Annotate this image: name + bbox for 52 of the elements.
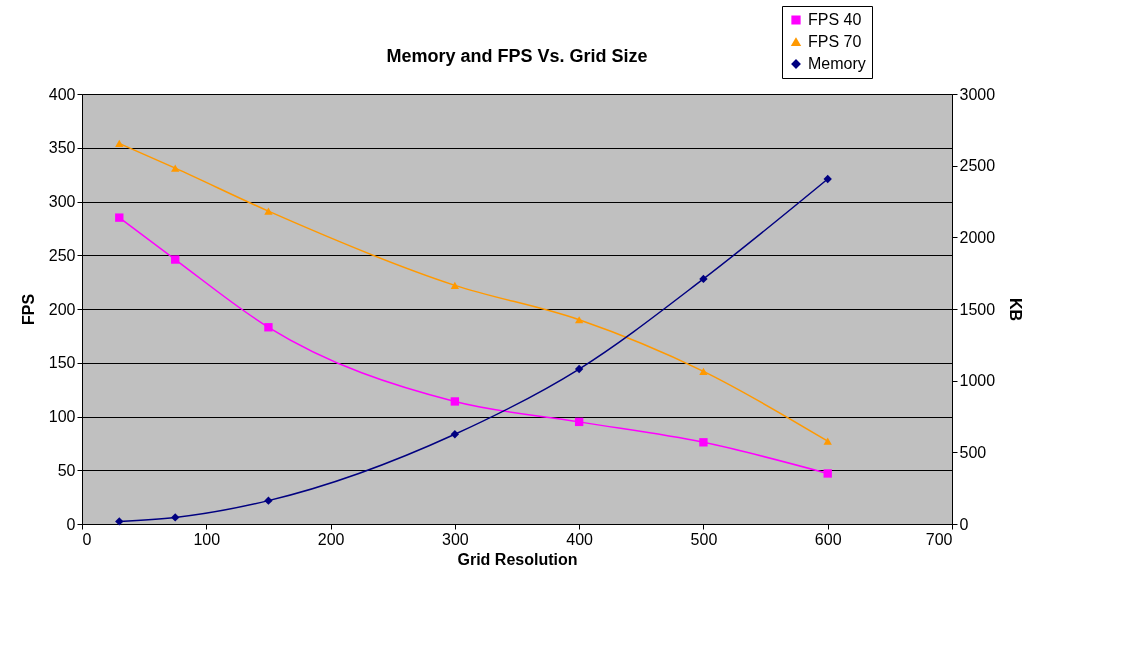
point [450,430,460,439]
point [264,323,273,332]
y2-tick-label: 2500 [959,157,996,175]
point [699,274,708,284]
x-axis-title: Grid Resolution [457,550,578,568]
legend-label: FPS 40 [808,11,862,28]
point [450,281,460,289]
y-tick-label: 150 [48,354,76,372]
point [699,367,708,375]
point [264,207,273,215]
y2-tick-label: 2000 [959,228,996,246]
point [574,316,584,324]
y2-tick-label: 1500 [959,300,996,318]
x-tick-label: 400 [566,530,594,548]
y-tick-label: 100 [48,408,76,425]
x-tick-label: 0 [82,530,92,548]
point [115,139,124,148]
y-tick-label: 200 [48,300,76,318]
chart-title: Memory and FPS Vs. Grid Size [386,45,648,66]
x-tick-label: 200 [317,530,345,548]
x-tick-label: 500 [690,530,718,548]
point [171,164,180,172]
legend-label: FPS 70 [808,33,862,50]
x-tick-label: 300 [442,530,469,548]
y-tick-label: 350 [48,139,76,157]
point [171,513,180,522]
y-tick-label: 400 [48,85,76,103]
point [264,496,273,505]
y2-axis-title: KB [1007,297,1025,322]
point [823,469,832,478]
y2-tick-label: 1000 [959,372,996,390]
point [823,437,832,445]
x-tick-label: 700 [925,530,953,548]
y-axis-title: FPS [19,293,37,326]
y-tick-label: 300 [48,193,76,210]
x-tick-label: 600 [814,530,842,548]
y-tick-label: 250 [48,246,76,264]
y2-tick-label: 500 [959,443,987,461]
x-tick-label: 100 [193,530,221,548]
legend-label: Memory [808,55,866,72]
y2-tick-label: 3000 [959,85,996,103]
y2-tick-label: 0 [959,515,969,533]
y-tick-label: 50 [57,461,76,479]
point [699,438,708,447]
point [823,174,832,184]
point [115,517,124,526]
point [574,364,584,374]
point [450,397,460,406]
point [115,213,124,222]
point [171,255,180,264]
point [574,417,584,427]
y-tick-label: 0 [66,515,76,533]
